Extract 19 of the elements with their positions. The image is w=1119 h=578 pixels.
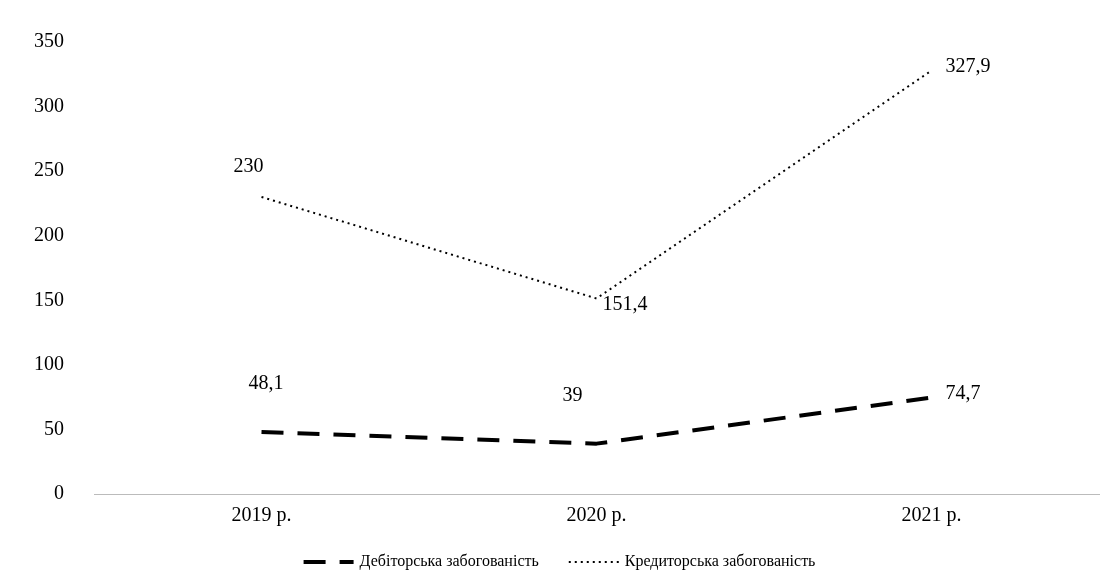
data-label: 39	[562, 382, 583, 405]
data-label: 327,9	[945, 53, 991, 76]
y-tick-label: 150	[34, 287, 64, 310]
x-tick-label: 2021 р.	[901, 503, 962, 527]
legend-label: Кредиторська забогованість	[624, 552, 816, 571]
y-tick-label: 350	[34, 29, 64, 52]
data-label: 230	[233, 154, 264, 177]
y-tick-label: 200	[34, 222, 64, 245]
legend-label: Дебіторська забогованість	[359, 552, 539, 571]
y-tick-label: 250	[34, 158, 64, 181]
x-tick-label: 2019 р.	[231, 503, 292, 527]
data-label: 48,1	[248, 371, 284, 394]
y-tick-label: 100	[34, 352, 64, 375]
y-tick-label: 300	[34, 93, 64, 116]
y-tick-label: 0	[54, 481, 64, 504]
x-tick-label: 2020 р.	[566, 503, 627, 527]
data-label: 151,4	[602, 291, 648, 314]
data-label: 74,7	[945, 380, 981, 403]
y-tick-label: 50	[44, 416, 64, 439]
